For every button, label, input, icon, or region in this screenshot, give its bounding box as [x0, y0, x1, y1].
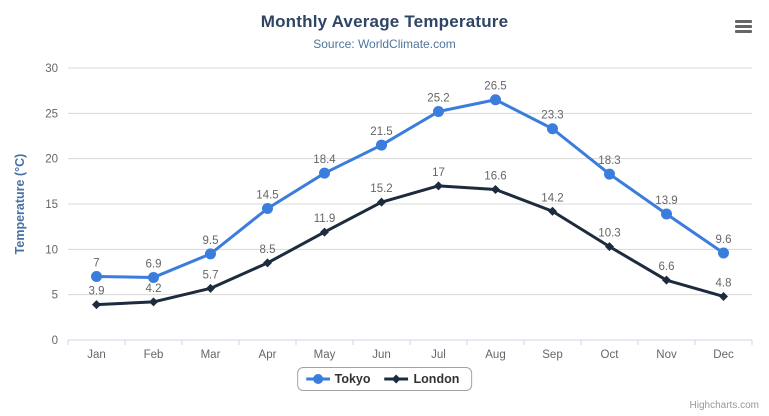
x-axis-category-label: Jul — [431, 349, 446, 361]
hamburger-bar — [734, 24, 752, 28]
chart-subtitle: Source: WorldClimate.com — [313, 37, 456, 51]
y-axis-tick-label: 25 — [45, 108, 58, 120]
x-axis-category-label: Feb — [144, 349, 164, 361]
series-line-london[interactable] — [95, 184, 725, 307]
x-axis-category-label: Dec — [713, 349, 734, 361]
legend-item-tokyo[interactable]: Tokyo — [305, 372, 371, 386]
data-point-tokyo[interactable] — [547, 123, 558, 135]
data-point-london[interactable] — [434, 181, 443, 191]
data-point-london[interactable] — [377, 197, 386, 207]
x-axis-category-label: Sep — [542, 349, 562, 361]
data-point-london[interactable] — [548, 206, 557, 216]
data-label: 18.4 — [313, 154, 336, 166]
data-point-tokyo[interactable] — [319, 167, 330, 179]
data-label: 7 — [93, 258, 99, 270]
legend-label: Tokyo — [334, 372, 371, 386]
data-point-london[interactable] — [149, 297, 158, 307]
data-point-tokyo[interactable] — [376, 139, 387, 151]
data-point-tokyo[interactable] — [148, 271, 159, 283]
data-point-tokyo[interactable] — [205, 248, 216, 260]
x-axis-category-label: Nov — [656, 349, 677, 361]
data-label: 15.2 — [370, 183, 392, 195]
data-point-tokyo[interactable] — [661, 208, 672, 220]
data-label: 6.9 — [146, 258, 162, 270]
data-point-london[interactable] — [320, 227, 329, 237]
data-point-tokyo[interactable] — [433, 106, 444, 118]
data-point-tokyo[interactable] — [262, 203, 273, 215]
chart-legend: Tokyo London — [296, 367, 473, 391]
x-axis-category-label: Oct — [601, 349, 620, 361]
series-line-tokyo[interactable] — [95, 98, 725, 279]
diamond-marker-icon — [384, 374, 409, 384]
data-label: 13.9 — [655, 195, 677, 207]
data-label: 18.3 — [598, 155, 620, 167]
data-label: 9.6 — [716, 234, 732, 246]
data-label: 3.9 — [89, 286, 105, 298]
data-point-tokyo[interactable] — [718, 247, 729, 259]
data-point-london[interactable] — [719, 291, 728, 301]
y-axis-tick-label: 30 — [45, 63, 58, 75]
data-label: 4.2 — [146, 283, 162, 295]
data-point-london[interactable] — [92, 300, 101, 310]
data-label: 4.8 — [716, 277, 732, 289]
hamburger-bar — [734, 29, 752, 33]
hamburger-menu-icon[interactable] — [731, 15, 755, 37]
data-label: 26.5 — [484, 81, 506, 93]
data-point-london[interactable] — [206, 283, 215, 293]
data-label: 8.5 — [260, 244, 276, 256]
y-axis-tick-label: 15 — [45, 199, 58, 211]
data-point-london[interactable] — [662, 275, 671, 285]
data-point-tokyo[interactable] — [604, 168, 615, 180]
x-axis-category-label: Mar — [201, 349, 221, 361]
legend-item-london[interactable]: London — [384, 372, 460, 386]
data-label: 14.2 — [541, 192, 563, 204]
data-point-london[interactable] — [491, 184, 500, 194]
data-label: 21.5 — [370, 126, 392, 138]
y-axis-tick-label: 0 — [52, 335, 58, 347]
data-point-tokyo[interactable] — [91, 271, 102, 283]
data-label: 23.3 — [541, 110, 563, 122]
y-axis-tick-label: 10 — [45, 244, 58, 256]
data-label: 11.9 — [314, 213, 336, 225]
data-label: 25.2 — [427, 93, 449, 105]
y-axis-tick-label: 20 — [45, 154, 58, 166]
data-label: 17 — [432, 167, 445, 179]
data-label: 10.3 — [598, 228, 620, 240]
credits-link[interactable]: Highcharts.com — [689, 400, 759, 411]
legend-label: London — [413, 372, 460, 386]
data-label: 5.7 — [203, 269, 219, 281]
x-axis-category-label: Aug — [485, 349, 505, 361]
x-axis-category-label: Jan — [87, 349, 106, 361]
data-label: 14.5 — [256, 190, 278, 202]
x-axis-category-label: Jun — [372, 349, 391, 361]
data-label: 16.6 — [484, 170, 506, 182]
circle-marker-icon — [305, 374, 330, 384]
x-axis-category-label: Apr — [259, 349, 277, 361]
hamburger-bar — [734, 19, 752, 23]
y-axis-tick-label: 5 — [52, 290, 58, 302]
y-axis-title: Temperature (°C) — [13, 154, 27, 255]
x-axis-category-label: May — [314, 349, 336, 361]
data-label: 9.5 — [203, 235, 219, 247]
data-label: 6.6 — [659, 261, 675, 273]
data-point-london[interactable] — [605, 242, 614, 252]
chart-title: Monthly Average Temperature — [260, 12, 509, 31]
data-point-london[interactable] — [263, 258, 272, 268]
data-point-tokyo[interactable] — [490, 94, 501, 106]
